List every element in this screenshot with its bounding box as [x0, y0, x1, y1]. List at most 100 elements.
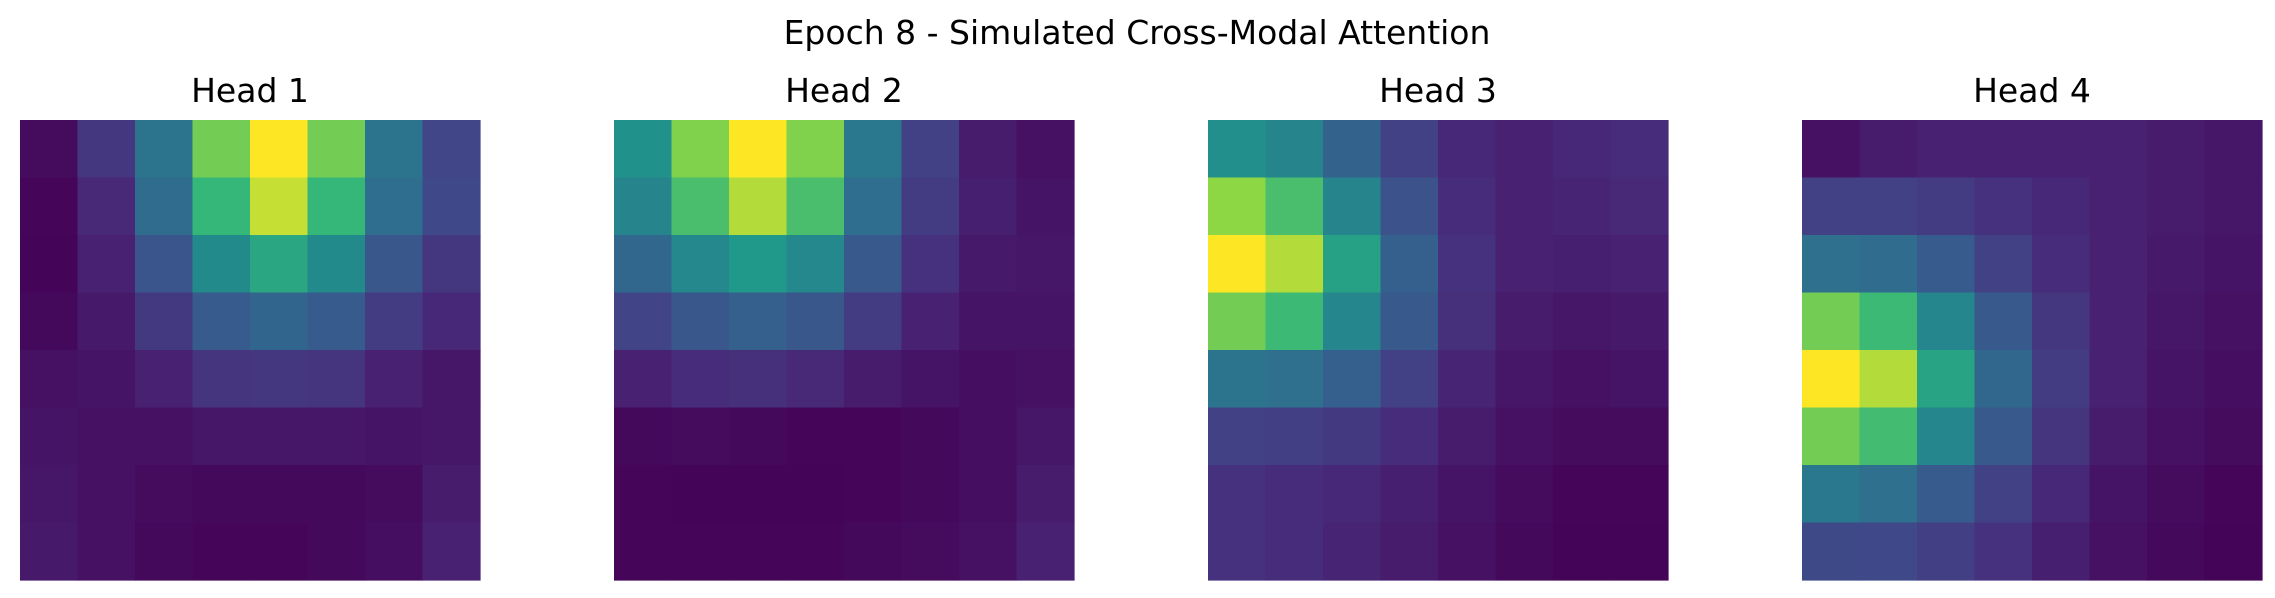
heatmap-cell-h1-r7-c6 — [307, 465, 366, 524]
heatmap-cell-h2-r8-c4 — [786, 522, 845, 581]
heatmap-cell-h3-r5-c8 — [1610, 350, 1669, 409]
heatmap-cell-h3-r2-c7 — [1553, 177, 1612, 236]
figure-title: Epoch 8 - Simulated Cross-Modal Attentio… — [784, 13, 1491, 52]
heatmap-cell-h4-r7-c7 — [2147, 465, 2206, 524]
heatmap-cell-h3-r5-c4 — [1380, 350, 1439, 409]
heatmap-cell-h1-r1-c4 — [192, 120, 251, 179]
heatmap-cell-h4-r8-c6 — [2089, 522, 2148, 581]
heatmap-cell-h3-r8-c4 — [1380, 522, 1439, 581]
heatmap-cell-h2-r1-c1 — [614, 120, 673, 179]
heatmap-cell-h1-r4-c1 — [20, 292, 79, 351]
heatmap-cell-h3-r7-c2 — [1265, 465, 1324, 524]
heatmap-cell-h2-r8-c6 — [901, 522, 960, 581]
heatmap-cell-h2-r8-c5 — [844, 522, 903, 581]
heatmap-cell-h1-r6-c2 — [77, 407, 136, 466]
heatmap-cell-h3-r7-c6 — [1495, 465, 1554, 524]
heatmap-cell-h1-r7-c4 — [192, 465, 251, 524]
heatmap-cell-h3-r4-c7 — [1553, 292, 1612, 351]
panel-title-head-1: Head 1 — [191, 71, 309, 110]
heatmap-cell-h4-r5-c7 — [2147, 350, 2206, 409]
heatmap-cell-h1-r2-c1 — [20, 177, 79, 236]
heatmap-cell-h1-r3-c7 — [365, 235, 424, 294]
heatmap-cell-h2-r5-c5 — [844, 350, 903, 409]
heatmap-cell-h2-r2-c3 — [729, 177, 788, 236]
heatmap-cell-h1-r3-c2 — [77, 235, 136, 294]
heatmap-cell-h3-r6-c3 — [1323, 407, 1382, 466]
heatmap-head-3 — [1208, 120, 1669, 581]
heatmap-cell-h4-r7-c8 — [2204, 465, 2263, 524]
heatmap-cell-h2-r5-c3 — [729, 350, 788, 409]
heatmap-cell-h3-r1-c3 — [1323, 120, 1382, 179]
heatmap-head-1 — [20, 120, 481, 581]
heatmap-cell-h3-r8-c5 — [1438, 522, 1497, 581]
heatmap-cell-h2-r6-c6 — [901, 407, 960, 466]
heatmap-cell-h2-r7-c1 — [614, 465, 673, 524]
heatmap-cell-h1-r4-c4 — [192, 292, 251, 351]
heatmap-cell-h3-r7-c7 — [1553, 465, 1612, 524]
heatmap-cell-h1-r1-c3 — [135, 120, 194, 179]
heatmap-cell-h4-r8-c7 — [2147, 522, 2206, 581]
heatmap-cell-h2-r3-c8 — [1016, 235, 1075, 294]
heatmap-cell-h2-r2-c2 — [671, 177, 730, 236]
heatmap-cell-h2-r2-c5 — [844, 177, 903, 236]
heatmap-cell-h1-r2-c8 — [422, 177, 481, 236]
heatmap-cell-h2-r2-c7 — [959, 177, 1018, 236]
heatmap-cell-h4-r2-c2 — [1859, 177, 1918, 236]
heatmap-cell-h3-r2-c4 — [1380, 177, 1439, 236]
heatmap-cell-h1-r7-c8 — [422, 465, 481, 524]
heatmap-cell-h2-r3-c3 — [729, 235, 788, 294]
heatmap-cell-h4-r7-c4 — [1974, 465, 2033, 524]
heatmap-cell-h1-r8-c4 — [192, 522, 251, 581]
heatmap-cell-h3-r2-c1 — [1208, 177, 1267, 236]
heatmap-cell-h2-r1-c7 — [959, 120, 1018, 179]
heatmap-cell-h2-r7-c2 — [671, 465, 730, 524]
heatmap-cell-h3-r5-c7 — [1553, 350, 1612, 409]
heatmap-cell-h4-r5-c6 — [2089, 350, 2148, 409]
heatmap-cell-h3-r1-c1 — [1208, 120, 1267, 179]
heatmap-cell-h3-r2-c3 — [1323, 177, 1382, 236]
heatmap-cell-h3-r7-c3 — [1323, 465, 1382, 524]
heatmap-cell-h3-r2-c6 — [1495, 177, 1554, 236]
heatmap-cell-h1-r6-c5 — [250, 407, 309, 466]
heatmap-cell-h1-r3-c1 — [20, 235, 79, 294]
heatmap-cell-h2-r8-c2 — [671, 522, 730, 581]
heatmap-cell-h2-r4-c6 — [901, 292, 960, 351]
heatmap-cell-h2-r1-c2 — [671, 120, 730, 179]
heatmap-cell-h1-r1-c5 — [250, 120, 309, 179]
heatmap-cell-h2-r5-c8 — [1016, 350, 1075, 409]
heatmap-cell-h2-r1-c6 — [901, 120, 960, 179]
heatmap-cell-h1-r7-c5 — [250, 465, 309, 524]
heatmap-cell-h2-r5-c6 — [901, 350, 960, 409]
heatmap-cell-h4-r7-c3 — [1917, 465, 1976, 524]
panel-head-2: Head 2 — [614, 71, 1075, 581]
heatmap-cell-h1-r5-c1 — [20, 350, 79, 409]
heatmap-cell-h3-r3-c6 — [1495, 235, 1554, 294]
heatmap-cell-h1-r7-c7 — [365, 465, 424, 524]
heatmap-cell-h2-r6-c8 — [1016, 407, 1075, 466]
heatmap-cell-h3-r3-c5 — [1438, 235, 1497, 294]
heatmap-cell-h2-r6-c2 — [671, 407, 730, 466]
heatmap-cell-h1-r8-c3 — [135, 522, 194, 581]
heatmap-cell-h3-r1-c2 — [1265, 120, 1324, 179]
heatmap-cell-h4-r5-c1 — [1802, 350, 1861, 409]
panel-title-head-4: Head 4 — [1973, 71, 2091, 110]
heatmap-cell-h4-r1-c3 — [1917, 120, 1976, 179]
heatmap-cell-h2-r7-c4 — [786, 465, 845, 524]
heatmap-cell-h2-r8-c3 — [729, 522, 788, 581]
heatmap-cell-h4-r2-c5 — [2032, 177, 2091, 236]
heatmap-cell-h3-r7-c4 — [1380, 465, 1439, 524]
heatmap-head-4 — [1802, 120, 2263, 581]
heatmap-cell-h2-r4-c2 — [671, 292, 730, 351]
heatmap-cell-h4-r5-c4 — [1974, 350, 2033, 409]
heatmap-cell-h3-r1-c7 — [1553, 120, 1612, 179]
heatmap-cell-h4-r3-c7 — [2147, 235, 2206, 294]
heatmap-cell-h4-r4-c7 — [2147, 292, 2206, 351]
heatmap-cell-h3-r4-c6 — [1495, 292, 1554, 351]
heatmap-cell-h1-r7-c2 — [77, 465, 136, 524]
heatmap-cell-h2-r1-c5 — [844, 120, 903, 179]
heatmap-cell-h4-r4-c6 — [2089, 292, 2148, 351]
heatmap-cell-h1-r5-c7 — [365, 350, 424, 409]
heatmap-cell-h4-r2-c8 — [2204, 177, 2263, 236]
heatmap-cell-h1-r6-c8 — [422, 407, 481, 466]
